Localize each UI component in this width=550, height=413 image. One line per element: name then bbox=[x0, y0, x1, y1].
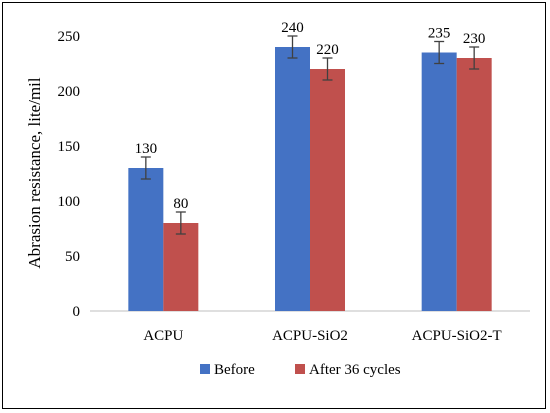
data-label: 235 bbox=[428, 26, 451, 42]
y-tick-label: 50 bbox=[65, 249, 80, 265]
legend-swatch bbox=[295, 364, 305, 374]
bars bbox=[128, 35, 492, 311]
y-tick-label: 250 bbox=[58, 29, 81, 45]
x-category-label: ACPU-SiO2-T bbox=[412, 328, 502, 344]
bar bbox=[275, 47, 310, 311]
data-label: 130 bbox=[135, 141, 158, 157]
data-labels: 130 240 235 80 220 230 bbox=[135, 20, 486, 212]
data-label: 230 bbox=[463, 31, 486, 47]
x-category-label: ACPU-SiO2 bbox=[272, 328, 348, 344]
legend-swatch bbox=[200, 364, 210, 374]
data-label: 240 bbox=[281, 20, 304, 36]
chart-frame: 0 50 100 150 200 250 ACPU ACPU-SiO2 ACPU-SiO2-T … bbox=[2, 2, 546, 409]
bar bbox=[421, 52, 457, 311]
bar bbox=[456, 58, 492, 311]
data-label: 80 bbox=[173, 196, 188, 212]
axes: 0 50 100 150 200 250 ACPU ACPU-SiO2 ACPU-SiO2-T bbox=[58, 29, 530, 344]
legend: Before After 36 cycles bbox=[200, 362, 401, 378]
bar bbox=[128, 168, 164, 311]
data-label: 220 bbox=[316, 42, 339, 58]
legend-entry-label: Before bbox=[214, 362, 255, 378]
y-tick-label: 150 bbox=[58, 139, 81, 155]
bar bbox=[310, 69, 345, 311]
y-tick-label: 200 bbox=[58, 84, 81, 100]
y-tick-label: 100 bbox=[58, 194, 81, 210]
legend-entry-label: After 36 cycles bbox=[309, 362, 401, 378]
bar bbox=[163, 223, 199, 311]
y-tick-label: 0 bbox=[73, 304, 81, 320]
x-category-label: ACPU bbox=[143, 328, 183, 344]
y-axis-label: Abrasion resistance, lite/mil bbox=[25, 77, 44, 268]
